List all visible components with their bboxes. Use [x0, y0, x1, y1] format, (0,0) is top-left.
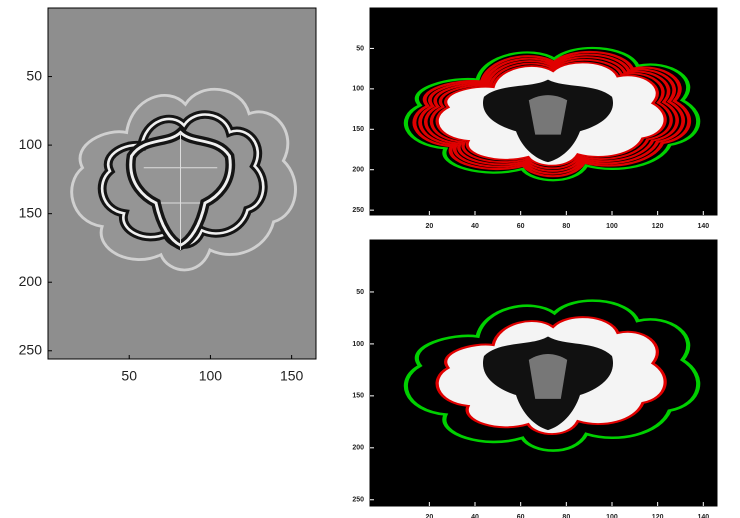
y-tick-label: 100	[352, 341, 364, 348]
y-tick-label: 250	[352, 207, 364, 214]
y-tick-label: 100	[352, 86, 364, 93]
x-tick-label: 40	[471, 223, 479, 230]
y-tick-label: 100	[19, 136, 43, 152]
y-tick-label: 250	[19, 341, 43, 357]
y-tick-label: 200	[352, 167, 364, 174]
figure: 50 100 150 50 100 150 200 250 20 40 60 80 100 120 140 5…	[0, 0, 740, 518]
x-tick-label: 80	[562, 514, 570, 518]
x-tick-label: 150	[280, 368, 304, 384]
x-tick-label: 50	[121, 368, 137, 384]
y-tick-label: 50	[356, 45, 364, 52]
y-tick-label: 200	[19, 273, 43, 289]
y-tick-label: 200	[352, 445, 364, 452]
x-tick-label: 60	[517, 514, 525, 518]
y-tick-label: 150	[352, 126, 364, 133]
page: 50 100 150 50 100 150 200 250 20 40 60 80 100 120 140 5…	[0, 0, 740, 518]
y-tick-label: 150	[352, 393, 364, 400]
x-tick-label: 100	[606, 223, 618, 230]
y-tick-label: 50	[26, 67, 42, 83]
x-tick-label: 100	[199, 368, 223, 384]
x-tick-label: 60	[517, 223, 525, 230]
x-tick-label: 140	[697, 514, 709, 518]
x-tick-label: 80	[562, 223, 570, 230]
x-tick-label: 40	[471, 514, 479, 518]
x-tick-label: 120	[652, 514, 664, 518]
y-tick-label: 50	[356, 289, 364, 296]
x-tick-label: 100	[606, 514, 618, 518]
x-tick-label: 140	[697, 223, 709, 230]
y-tick-label: 250	[352, 497, 364, 504]
x-tick-label: 20	[425, 514, 433, 518]
x-tick-label: 120	[652, 223, 664, 230]
y-tick-label: 150	[19, 204, 43, 220]
x-tick-label: 20	[425, 223, 433, 230]
